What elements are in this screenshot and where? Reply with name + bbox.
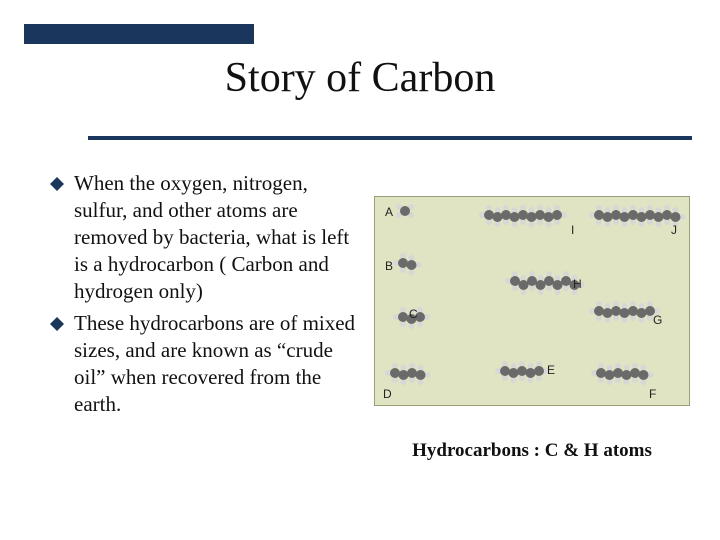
slide-title: Story of Carbon (0, 54, 720, 102)
hydrocarbons-figure: A B C D E F G H I J (374, 196, 690, 406)
molecule-G (589, 301, 660, 323)
molecule-label: A (385, 205, 393, 219)
molecule-diagram (375, 197, 691, 407)
horizontal-rule (88, 136, 692, 140)
molecule-I (479, 205, 567, 227)
bullet-list: When the oxygen, nitrogen, sulfur, and o… (50, 170, 360, 424)
bullet-text: These hydrocarbons are of mixed sizes, a… (74, 310, 360, 418)
molecule-label: G (653, 313, 662, 327)
molecule-label: J (671, 223, 677, 237)
figure-caption: Hydrocarbons : C & H atoms (374, 440, 690, 462)
molecule-D (385, 363, 431, 385)
molecule-label: B (385, 259, 393, 273)
molecule-B (393, 253, 422, 275)
diamond-bullet-icon (50, 177, 64, 191)
molecule-label: C (409, 307, 418, 321)
slide: Story of Carbon When the oxygen, nitroge… (0, 0, 720, 540)
accent-bar-top (24, 24, 254, 44)
list-item: When the oxygen, nitrogen, sulfur, and o… (50, 170, 360, 304)
molecule-label: H (573, 277, 582, 291)
list-item: These hydrocarbons are of mixed sizes, a… (50, 310, 360, 418)
molecule-label: D (383, 387, 392, 401)
molecule-E (495, 361, 549, 383)
molecule-A (396, 204, 414, 218)
molecule-label: E (547, 363, 555, 377)
molecule-label: F (649, 387, 656, 401)
bullet-text: When the oxygen, nitrogen, sulfur, and o… (74, 170, 360, 304)
molecule-F (591, 363, 654, 385)
molecule-label: I (571, 223, 574, 237)
diamond-bullet-icon (50, 317, 64, 331)
